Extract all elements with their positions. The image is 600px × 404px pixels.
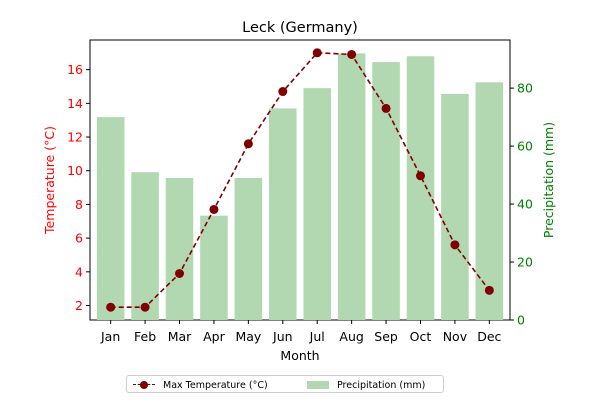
line-layer — [106, 48, 494, 312]
bars-layer — [96, 53, 504, 321]
precipitation-bar — [165, 177, 194, 320]
x-tick-label: Apr — [203, 329, 225, 344]
temperature-point — [106, 302, 116, 312]
y-left-tick-label: 2 — [75, 298, 83, 313]
temperature-point — [450, 240, 460, 250]
temperature-line — [110, 51, 490, 309]
precipitation-bar — [475, 82, 504, 320]
y-left-tick-label: 12 — [67, 130, 83, 145]
x-tick-label: Jun — [272, 329, 293, 344]
x-tick-label: Dec — [477, 329, 501, 344]
temperature-point — [312, 48, 322, 58]
y-right-tick-label: 0 — [517, 313, 525, 328]
x-tick-label: Jul — [309, 329, 325, 344]
temperature-point — [278, 87, 288, 97]
precipitation-bar — [337, 53, 366, 320]
temperature-point — [484, 285, 494, 295]
precipitation-bar — [234, 177, 263, 320]
y-axis-right-label: Precipitation (mm) — [541, 122, 556, 238]
precipitation-bar — [200, 215, 228, 320]
temperature-point — [415, 171, 425, 181]
x-tick-label: Feb — [134, 329, 156, 344]
y-right-tick-label: 60 — [517, 139, 533, 154]
chart-title: Leck (Germany) — [242, 20, 358, 36]
y-axis-left-label: Temperature (°C) — [42, 126, 57, 235]
x-tick-label: Oct — [410, 329, 432, 344]
precipitation-bar — [372, 62, 400, 320]
precipitation-bar — [269, 108, 297, 321]
legend-line-marker-icon — [133, 380, 155, 390]
x-tick-label: Nov — [443, 329, 468, 344]
x-tick-label: Jan — [100, 329, 120, 344]
x-tick-label: Sep — [374, 329, 398, 344]
temperature-point — [243, 139, 253, 149]
x-tick-label: May — [235, 329, 261, 344]
x-tick-label: Aug — [339, 329, 363, 344]
y-left-tick-label: 6 — [75, 231, 83, 246]
temperature-point — [209, 204, 219, 214]
legend-item-precipitation: Precipitation (mm) — [307, 376, 425, 394]
temperature-point — [381, 103, 391, 113]
x-axis-label: Month — [280, 348, 319, 363]
legend-label-temperature: Max Temperature (°C) — [163, 379, 268, 391]
temperature-point — [140, 302, 150, 312]
legend: Max Temperature (°C) Precipitation (mm) — [126, 375, 444, 393]
x-tick-label: Mar — [168, 329, 192, 344]
legend-bar-swatch-icon — [307, 381, 329, 389]
legend-item-temperature: Max Temperature (°C) — [133, 376, 268, 394]
y-right-tick-label: 40 — [517, 197, 533, 212]
plot-frame — [89, 39, 511, 321]
y-left-tick-label: 10 — [67, 163, 83, 178]
precipitation-bar — [406, 56, 435, 321]
precipitation-bar — [303, 88, 331, 321]
precipitation-bar — [96, 117, 125, 321]
precipitation-bar — [131, 172, 159, 320]
legend-label-precipitation: Precipitation (mm) — [337, 379, 426, 391]
y-right-tick-label: 20 — [517, 255, 533, 270]
y-left-tick-label: 8 — [75, 197, 83, 212]
y-left-tick-label: 16 — [67, 62, 83, 77]
precipitation-bar — [441, 93, 469, 320]
axes-layer: 2 4 6 8 10 12 14 16 0 20 40 60 80 Jan Feb Mar Apr May Jun J… — [67, 62, 533, 344]
temperature-point — [347, 49, 357, 59]
temperature-point — [175, 269, 185, 279]
y-left-tick-label: 4 — [75, 264, 83, 279]
y-right-tick-label: 80 — [517, 81, 533, 96]
y-left-tick-label: 14 — [67, 96, 83, 111]
